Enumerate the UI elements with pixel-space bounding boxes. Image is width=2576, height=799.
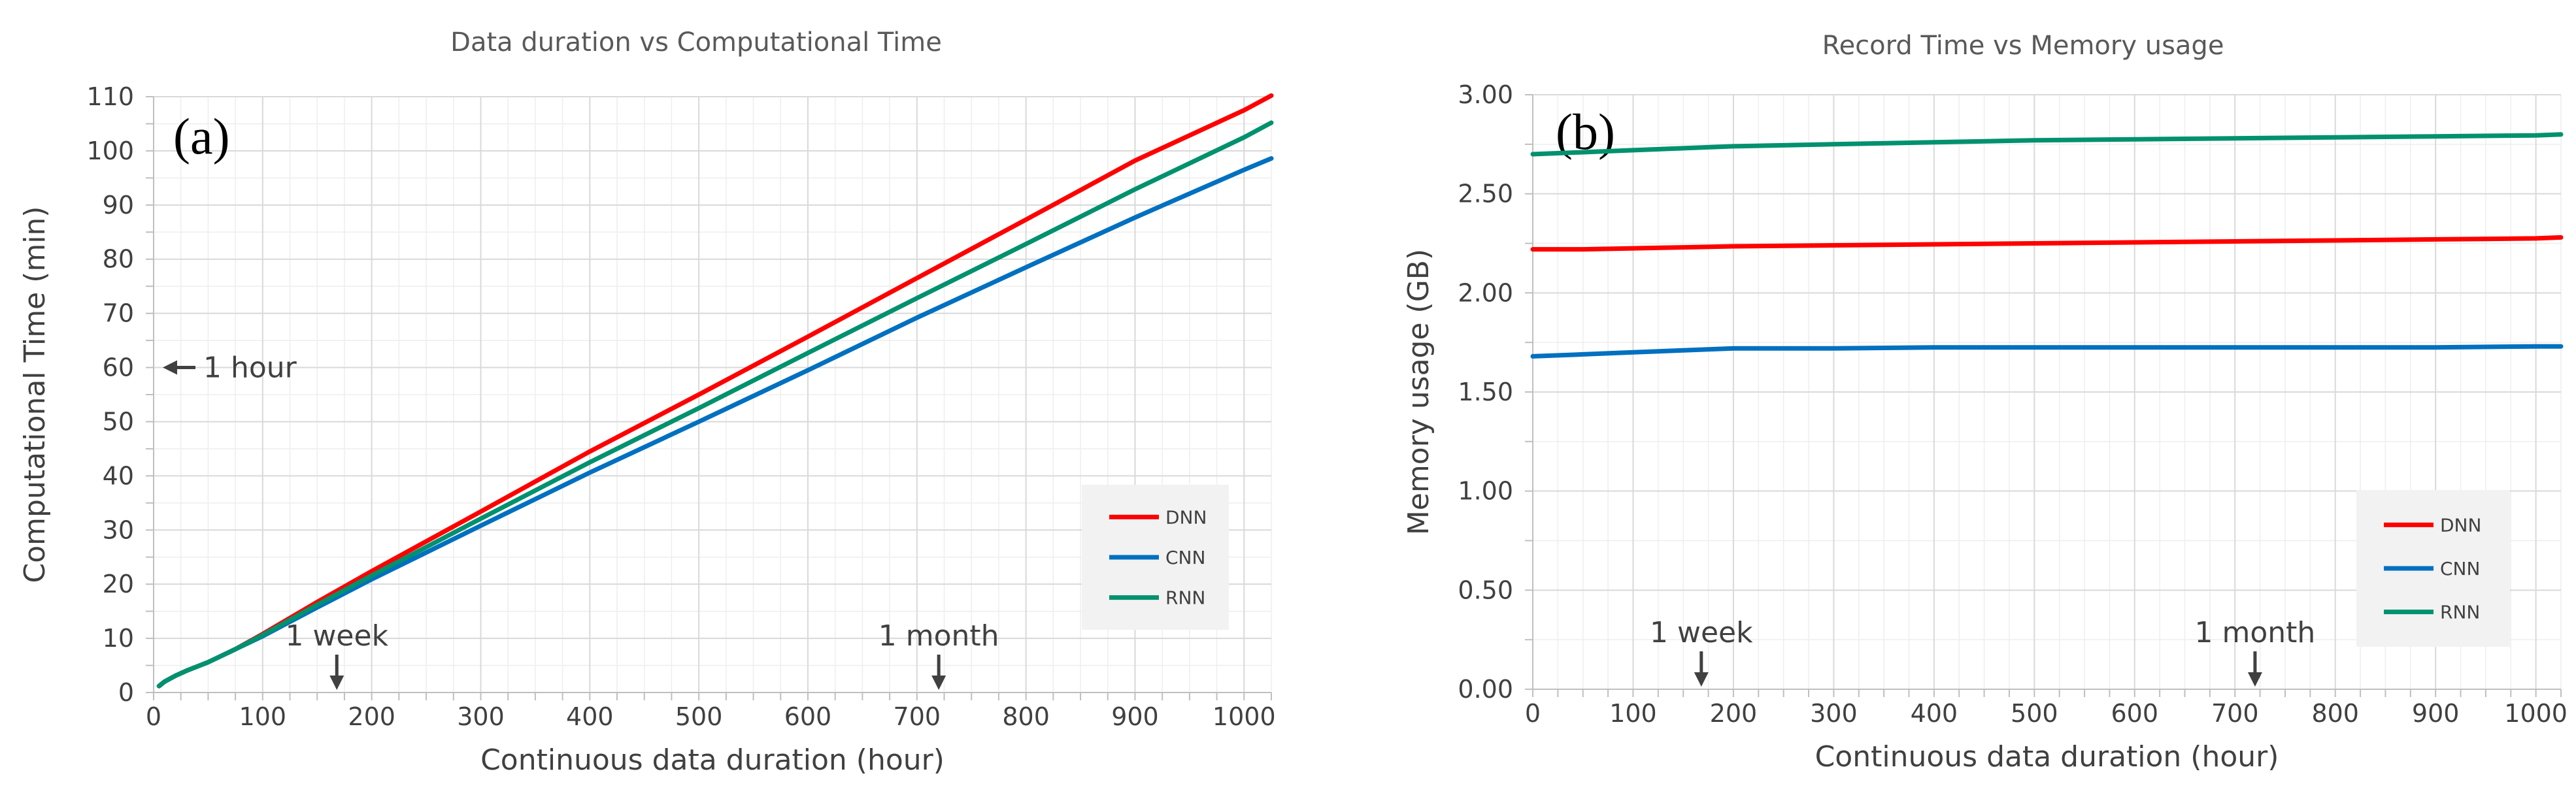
series-line-cnn	[1530, 344, 2564, 359]
chart-title: Record Time vs Memory usage	[1822, 31, 2224, 61]
legend-label: RNN	[1165, 587, 1205, 609]
annotation-label: 1 month	[878, 619, 999, 653]
series-line-dnn	[1530, 235, 2564, 252]
y-tick-label: 1.00	[1458, 477, 1513, 506]
y-tick-label: 60	[103, 353, 134, 382]
x-tick-label: 400	[566, 702, 614, 731]
annotation-label: 1 month	[2195, 616, 2316, 649]
x-tick-label: 900	[1111, 702, 1159, 731]
legend: DNN CNN RNN	[2356, 490, 2510, 647]
x-tick-label: 500	[675, 702, 723, 731]
legend-label: RNN	[2440, 602, 2480, 623]
x-tick-label: 500	[2011, 699, 2058, 728]
x-tick-label: 300	[457, 702, 505, 731]
y-tick-label: 0	[118, 678, 134, 707]
y-axis-label: Computational Time (min)	[18, 206, 52, 583]
annotation-arrow-head	[329, 676, 344, 690]
series-line-rnn	[1530, 132, 2564, 157]
x-tick-label: 400	[1911, 699, 1958, 728]
x-axis-label: Continuous data duration (hour)	[480, 743, 945, 777]
legend-label: DNN	[2440, 514, 2481, 536]
y-tick-label: 50	[103, 407, 134, 436]
annotation-label: 1 week	[1650, 616, 1753, 649]
legend-label: DNN	[1165, 506, 1207, 528]
x-axis-label: Continuous data duration (hour)	[1815, 740, 2279, 774]
series-line-rnn	[156, 120, 1274, 689]
annotation-arrow-head	[2247, 672, 2262, 687]
x-tick-label: 1000	[1213, 702, 1276, 731]
x-tick-label: 100	[1609, 699, 1657, 728]
x-tick-label: 0	[146, 702, 161, 731]
x-tick-label: 200	[348, 702, 395, 731]
x-tick-label: 0	[1525, 699, 1541, 728]
y-tick-label: 0.00	[1458, 675, 1513, 704]
y-tick-label: 40	[103, 461, 134, 490]
y-tick-label: 2.50	[1458, 180, 1513, 208]
y-tick-label: 2.00	[1458, 278, 1513, 307]
y-tick-label: 110	[86, 82, 134, 111]
annotation-arrow-head	[163, 360, 177, 375]
y-tick-label: 70	[103, 299, 134, 328]
y-tick-label: 100	[86, 137, 134, 165]
x-tick-label: 600	[2111, 699, 2159, 728]
x-tick-label: 100	[239, 702, 287, 731]
annotation-arrow-head	[931, 676, 946, 690]
legend: DNN CNN RNN	[1082, 485, 1229, 630]
x-tick-label: 200	[1710, 699, 1758, 728]
chart-title: Data duration vs Computational Time	[450, 27, 942, 57]
annotation-label: 1 hour	[203, 351, 297, 385]
y-tick-label: 30	[103, 515, 134, 544]
y-tick-label: 3.00	[1458, 80, 1513, 109]
x-tick-label: 800	[1002, 702, 1050, 731]
y-tick-label: 0.50	[1458, 576, 1513, 604]
y-tick-label: 10	[103, 624, 134, 653]
panel-tag: (a)	[173, 108, 230, 165]
chart-panel-b: 0 100 200 300 400 500 600 700 800 900 1000 0.00 0.50…	[1402, 31, 2568, 774]
y-axis-label: Memory usage (GB)	[1402, 249, 1435, 535]
x-tick-label: 1000	[2504, 699, 2568, 728]
x-tick-label: 900	[2412, 699, 2460, 728]
y-tick-label: 90	[103, 191, 134, 220]
legend-label: CNN	[1165, 547, 1205, 568]
x-tick-label: 600	[784, 702, 832, 731]
x-tick-label: 300	[1810, 699, 1858, 728]
legend-label: CNN	[2440, 558, 2480, 579]
chart-panel-a: 0 100 200 300 400 500 600 700 800 900 1000 0 10 20 30 4…	[18, 27, 1276, 777]
x-tick-label: 800	[2311, 699, 2359, 728]
annotation-arrow-head	[1694, 672, 1709, 687]
x-tick-label: 700	[894, 702, 941, 731]
y-tick-label: 20	[103, 570, 134, 598]
y-tick-label: 80	[103, 245, 134, 274]
y-tick-label: 1.50	[1458, 378, 1513, 406]
annotation-label: 1 week	[285, 619, 388, 653]
x-tick-label: 700	[2211, 699, 2259, 728]
